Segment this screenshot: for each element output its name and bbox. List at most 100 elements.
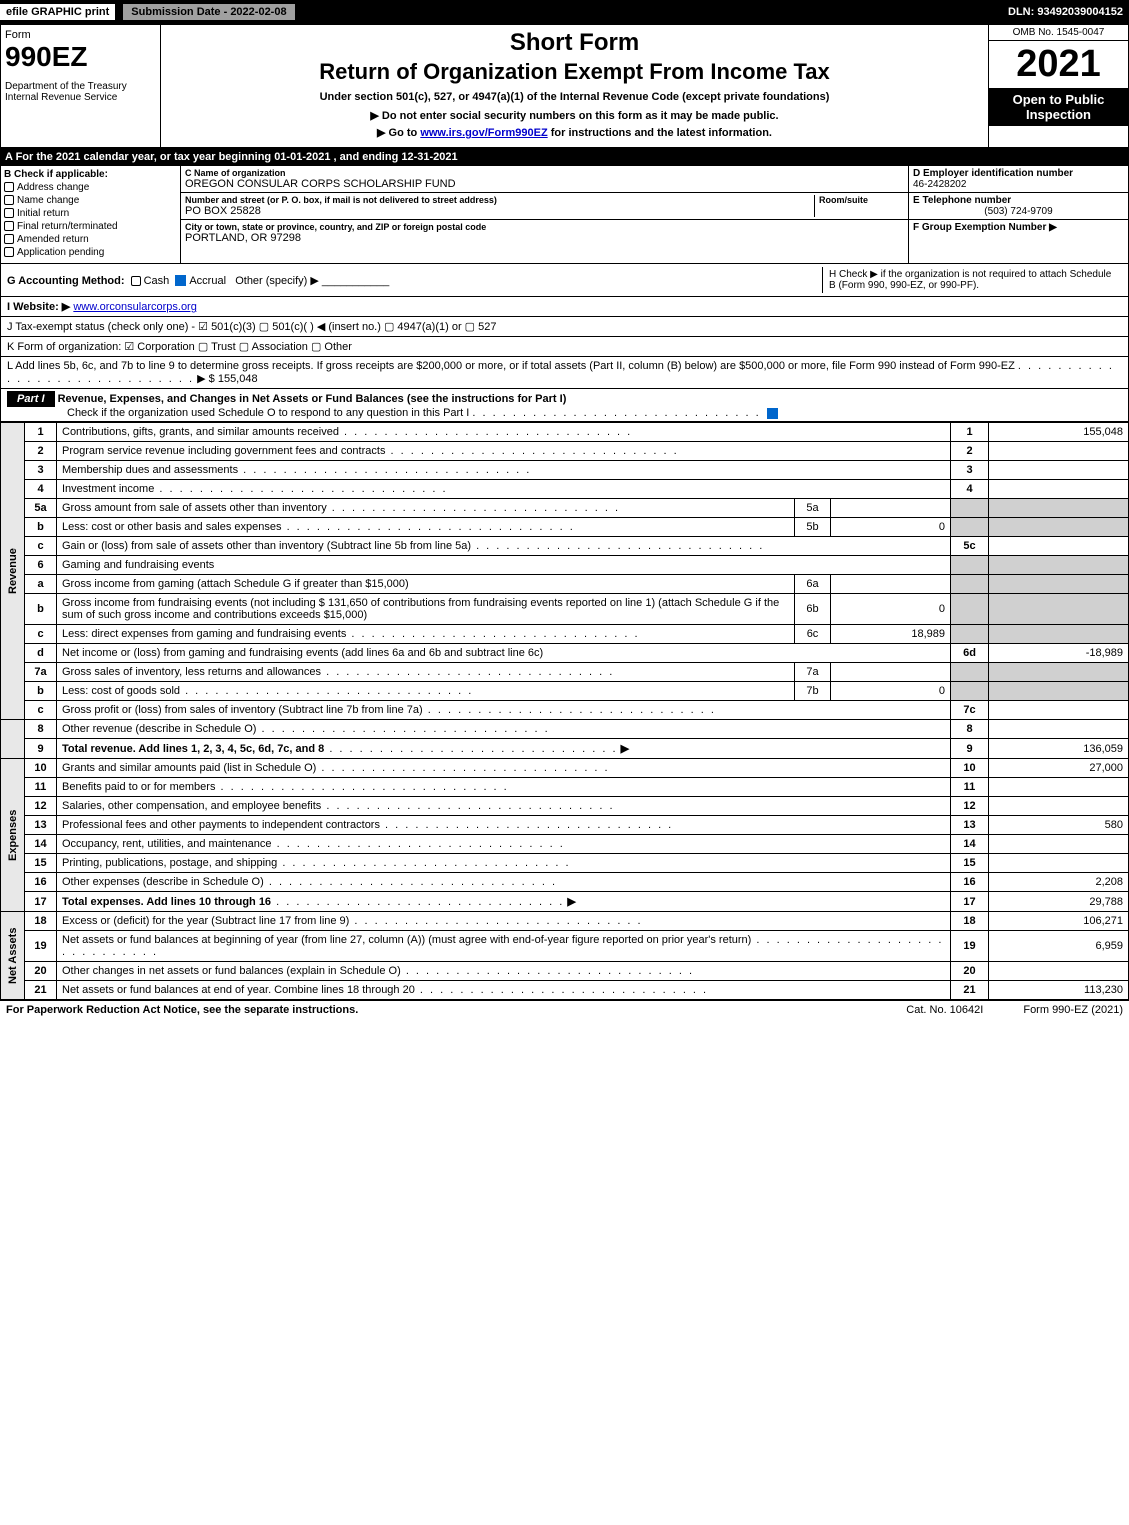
num-13: 13 [951,816,989,835]
h-box: H Check ▶ if the organization is not req… [822,267,1122,293]
lineno-14: 14 [25,835,57,854]
row-a-tax-year: A For the 2021 calendar year, or tax yea… [0,148,1129,166]
lineno-8: 8 [25,720,57,739]
cb-name-change[interactable] [4,195,14,205]
amt-14 [989,835,1129,854]
lineno-20: 20 [25,962,57,981]
lineno-5b: b [25,518,57,537]
line6d-text: Net income or (loss) from gaming and fun… [62,647,543,659]
num-3: 3 [951,461,989,480]
instruction-1: ▶ Do not enter social security numbers o… [169,109,980,122]
amt-9: 136,059 [989,739,1129,759]
lineno-19: 19 [25,931,57,962]
amt-18: 106,271 [989,912,1129,931]
cb-accrual[interactable] [175,275,186,286]
j-text: J Tax-exempt status (check only one) - ☑… [7,320,1122,333]
num-15: 15 [951,854,989,873]
line1-text: Contributions, gifts, grants, and simila… [62,426,339,438]
form-title-block: Short Form Return of Organization Exempt… [161,25,988,147]
amt-20 [989,962,1129,981]
arrow-9: ▶ [621,743,629,755]
g-accrual: Accrual [189,275,226,287]
num-12: 12 [951,797,989,816]
l-text: L Add lines 5b, 6c, and 7b to line 9 to … [7,360,1015,372]
num-5c: 5c [951,537,989,556]
subno-7b: 7b [795,682,831,701]
row-g-accounting: G Accounting Method: Cash Accrual Other … [0,264,1129,297]
cb-schedule-o[interactable] [767,408,778,419]
footer-center: Cat. No. 10642I [906,1004,983,1016]
line15-text: Printing, publications, postage, and shi… [62,857,277,869]
c-city-label: City or town, state or province, country… [185,222,904,232]
line3-text: Membership dues and assessments [62,464,238,476]
line6-text: Gaming and fundraising events [62,559,214,571]
side-label-revenue: Revenue [1,423,25,720]
section-bcd: B Check if applicable: Address change Na… [0,166,1129,264]
efile-print-label[interactable]: efile GRAPHIC print [0,4,115,20]
amt-1: 155,048 [989,423,1129,442]
line5b-text: Less: cost or other basis and sales expe… [62,521,282,533]
website-link[interactable]: www.orconsularcorps.org [73,301,197,313]
line8-text: Other revenue (describe in Schedule O) [62,723,256,735]
lineno-13: 13 [25,816,57,835]
g-cash: Cash [144,275,170,287]
num-18: 18 [951,912,989,931]
part1-title: Revenue, Expenses, and Changes in Net As… [58,393,567,405]
amt-19: 6,959 [989,931,1129,962]
lineno-9: 9 [25,739,57,759]
subamt-5b: 0 [831,518,951,537]
line7c-text: Gross profit or (loss) from sales of inv… [62,704,423,716]
amt-8 [989,720,1129,739]
cb-amended-return[interactable] [4,234,14,244]
form-word: Form [5,29,156,41]
line21-text: Net assets or fund balances at end of ye… [62,984,415,996]
lineno-16: 16 [25,873,57,892]
instr2-post: for instructions and the latest informat… [548,127,772,139]
l-amount: ▶ $ 155,048 [197,373,257,385]
lineno-6c: c [25,625,57,644]
num-16: 16 [951,873,989,892]
lineno-4: 4 [25,480,57,499]
line20-text: Other changes in net assets or fund bala… [62,965,401,977]
b-item-5: Application pending [17,247,104,258]
header-bar: efile GRAPHIC print Submission Date - 20… [0,0,1129,24]
footer: For Paperwork Reduction Act Notice, see … [0,1000,1129,1019]
subamt-5a [831,499,951,518]
line13-text: Professional fees and other payments to … [62,819,380,831]
row-i-website: I Website: ▶ www.orconsularcorps.org [0,297,1129,317]
dln: DLN: 93492039004152 [1008,6,1129,18]
num-11: 11 [951,778,989,797]
amt-15 [989,854,1129,873]
line5a-text: Gross amount from sale of assets other t… [62,502,327,514]
num-19: 19 [951,931,989,962]
omb-number: OMB No. 1545-0047 [989,25,1128,41]
b-item-2: Initial return [17,208,69,219]
cb-cash[interactable] [131,276,141,286]
form-id-block: Form 990EZ Department of the Treasury In… [1,25,161,147]
line2-text: Program service revenue including govern… [62,445,385,457]
b-item-1: Name change [17,195,79,206]
line6a-text: Gross income from gaming (attach Schedul… [62,578,409,590]
footer-left: For Paperwork Reduction Act Notice, see … [6,1004,906,1016]
num-9: 9 [951,739,989,759]
column-d-ein-phone: D Employer identification number 46-2428… [908,166,1128,263]
cb-final-return[interactable] [4,221,14,231]
lineno-1: 1 [25,423,57,442]
row-j-tax-exempt: J Tax-exempt status (check only one) - ☑… [0,317,1129,337]
irs-link[interactable]: www.irs.gov/Form990EZ [420,127,547,139]
line17-text: Total expenses. Add lines 10 through 16 [62,896,271,908]
tax-year: 2021 [989,41,1128,88]
cb-address-change[interactable] [4,182,14,192]
b-item-0: Address change [17,182,89,193]
cb-application-pending[interactable] [4,247,14,257]
cb-initial-return[interactable] [4,208,14,218]
num-17: 17 [951,892,989,912]
lineno-15: 15 [25,854,57,873]
i-label: I Website: ▶ [7,301,70,313]
num-4: 4 [951,480,989,499]
org-name: OREGON CONSULAR CORPS SCHOLARSHIP FUND [185,178,904,190]
lineno-11: 11 [25,778,57,797]
row-k-org-form: K Form of organization: ☑ Corporation ▢ … [0,337,1129,357]
department-label: Department of the Treasury Internal Reve… [5,81,156,103]
num-10: 10 [951,759,989,778]
